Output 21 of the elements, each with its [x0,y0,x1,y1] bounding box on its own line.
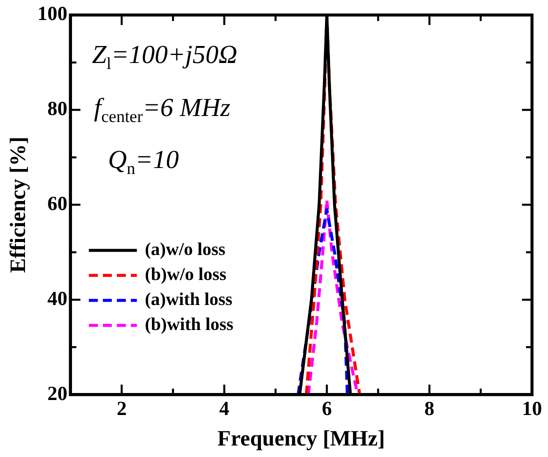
line-series [306,198,360,395]
y-tick-label: 100 [37,3,68,26]
x-tick-label: 10 [522,398,542,420]
legend-label: (b)with loss [144,314,234,334]
x-tick-label: 6 [322,398,332,420]
x-tick-label: 2 [116,398,127,420]
line-series [296,208,349,395]
y-tick-label: 60 [47,192,68,215]
x-tick-label: 8 [424,398,434,420]
annotation: Z$_{l}$=100+j50Ω [92,40,238,74]
legend-label: (a)with loss [144,289,232,310]
y-tick-label: 80 [47,98,68,120]
x-tick-label: 4 [219,398,230,420]
y-tick-label: 40 [47,288,68,310]
annotation: f$_{center}$=6 MHz [94,93,230,128]
x-axis-title: Frequency [MHz] [217,425,386,450]
y-axis-title: Efficiency [%] [4,136,30,273]
legend-label: (b)w/o loss [144,264,226,284]
annotation: Q$_{n}$=10 [108,145,179,180]
legend-label: (a)w/o loss [144,239,226,260]
y-tick-label: 20 [47,382,68,405]
